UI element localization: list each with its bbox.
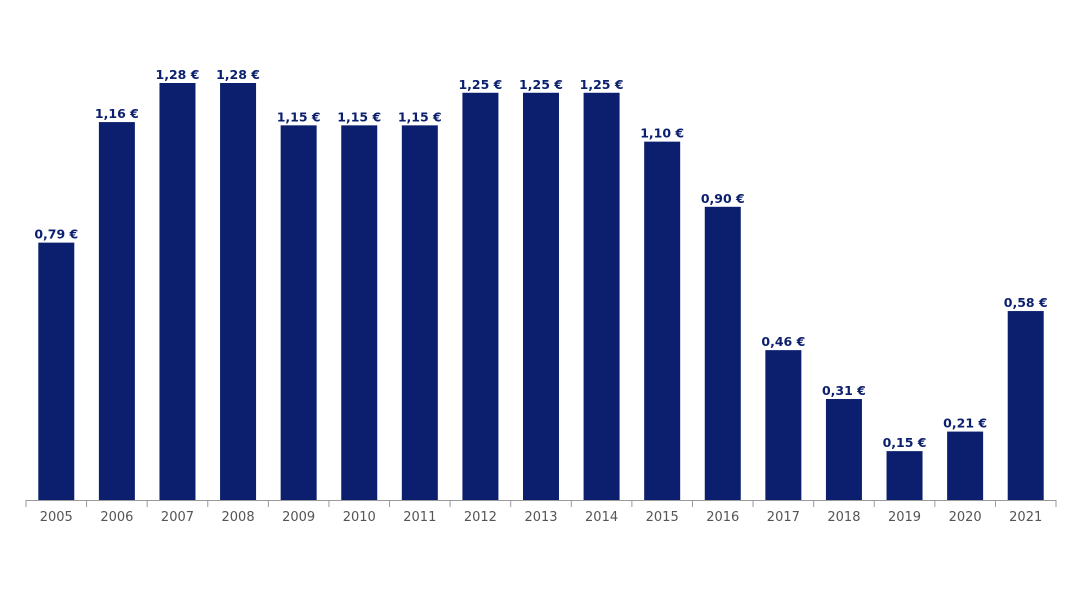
bar-2017 — [765, 350, 802, 500]
data-label-2017: 0,46 € — [761, 334, 805, 349]
x-tick-label-2019: 2019 — [888, 510, 921, 525]
x-tick-label-2008: 2008 — [222, 510, 255, 525]
data-label-2005: 0,79 € — [34, 227, 78, 242]
bars-layer — [38, 83, 1044, 501]
bar-2011 — [401, 125, 438, 500]
bar-2008 — [220, 83, 257, 500]
data-label-2012: 1,25 € — [458, 77, 502, 92]
value-labels-layer: 0,79 € 1,16 € 1,28 € 1,28 € 1,15 € 1,15 € 1,15… — [34, 67, 1047, 450]
data-label-2021: 0,58 € — [1004, 295, 1048, 310]
x-tick-label-2007: 2007 — [161, 510, 194, 525]
x-tick-label-2006: 2006 — [100, 510, 133, 525]
bar-2015 — [644, 141, 681, 500]
x-tick-label-2015: 2015 — [646, 510, 679, 525]
bar-2009 — [280, 125, 317, 500]
data-label-2006: 1,16 € — [95, 106, 139, 121]
data-label-2011: 1,15 € — [398, 109, 442, 124]
bar-2005 — [38, 242, 75, 500]
bar-2021 — [1007, 311, 1044, 500]
bar-2019 — [886, 451, 923, 500]
bar-2007 — [159, 83, 196, 500]
x-tick-label-2020: 2020 — [949, 510, 982, 525]
bar-2014 — [583, 92, 620, 501]
x-tick-label-2009: 2009 — [282, 510, 315, 525]
data-label-2016: 0,90 € — [701, 191, 745, 206]
x-tick-label-2013: 2013 — [524, 510, 557, 525]
data-label-2018: 0,31 € — [822, 383, 866, 398]
data-label-2009: 1,15 € — [277, 109, 321, 124]
data-label-2010: 1,15 € — [337, 109, 381, 124]
bar-2006 — [98, 122, 135, 500]
x-tick-labels-layer: 2005 2006 2007 2008 2009 2010 2011 2012 2013 2014… — [40, 510, 1043, 525]
data-label-2008: 1,28 € — [216, 67, 260, 82]
x-tick-label-2016: 2016 — [706, 510, 739, 525]
x-tick-label-2021: 2021 — [1009, 510, 1042, 525]
x-tick-label-2017: 2017 — [767, 510, 800, 525]
bar-2016 — [704, 206, 741, 501]
data-label-2007: 1,28 € — [156, 67, 200, 82]
bar-2010 — [341, 125, 378, 500]
bar-2018 — [825, 399, 862, 500]
data-label-2020: 0,21 € — [943, 416, 987, 431]
x-tick-label-2018: 2018 — [827, 510, 860, 525]
x-tick-label-2010: 2010 — [343, 510, 376, 525]
data-label-2013: 1,25 € — [519, 77, 563, 92]
bar-2012 — [462, 92, 499, 501]
data-label-2014: 1,25 € — [580, 77, 624, 92]
x-tick-label-2012: 2012 — [464, 510, 497, 525]
x-tick-label-2005: 2005 — [40, 510, 73, 525]
x-tick-label-2014: 2014 — [585, 510, 618, 525]
data-label-2015: 1,10 € — [640, 126, 684, 141]
x-axis — [25, 500, 1057, 507]
bar-2020 — [947, 431, 984, 500]
bar-2013 — [523, 92, 559, 501]
data-label-2019: 0,15 € — [883, 435, 927, 450]
x-tick-label-2011: 2011 — [403, 510, 436, 525]
